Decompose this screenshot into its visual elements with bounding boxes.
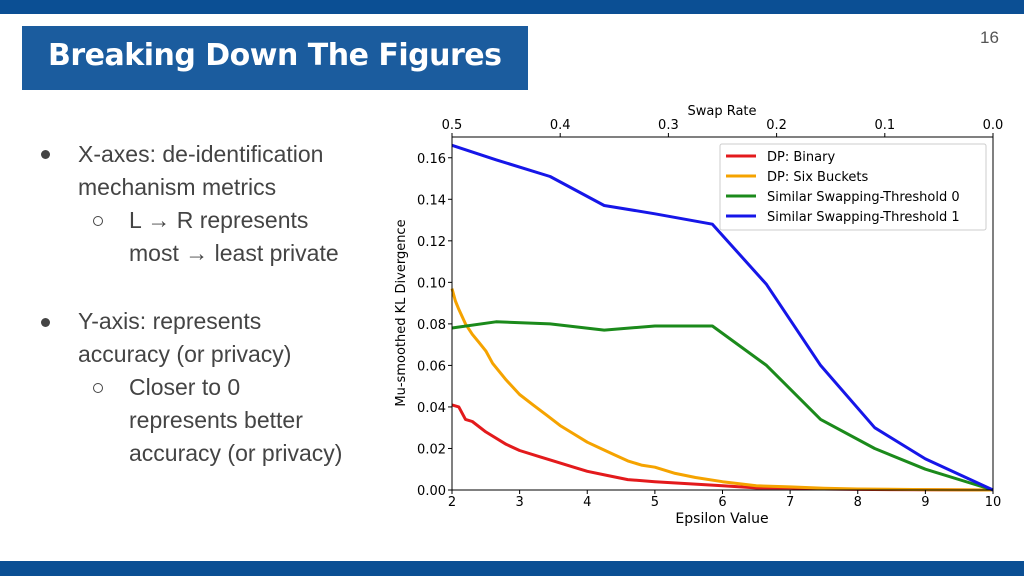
top-accent-bar — [0, 0, 1024, 14]
legend-box — [719, 143, 987, 231]
y-tick-label: 0.08 — [417, 318, 446, 333]
bullet-dot-icon — [41, 318, 50, 327]
y-tick-label: 0.06 — [417, 359, 446, 374]
sub-bullet-2-line-1: Closer to 0 — [129, 374, 241, 400]
series-line-3 — [451, 320, 994, 492]
sub-bullet-1-line-2: most → least private — [129, 240, 339, 266]
x-tick-label: 8 — [854, 495, 862, 510]
bottom-accent-bar — [0, 561, 1024, 576]
top-tick-label: 0.2 — [766, 118, 787, 133]
slide-title: Breaking Down The Figures — [48, 38, 502, 73]
bullet-2-line-2: accuracy (or privacy) — [78, 341, 292, 367]
x-tick-label: 6 — [718, 495, 726, 510]
y-axis-label: Mu-smoothed KL Divergence — [394, 219, 409, 406]
sub-bullet-ring-icon — [93, 216, 103, 226]
x-tick-label: 9 — [921, 495, 929, 510]
bullet-1-line-1: X-axes: de-identification — [78, 141, 324, 167]
top-tick-label: 0.5 — [442, 118, 463, 133]
y-tick-label: 0.00 — [417, 484, 446, 499]
top-tick-label: 0.1 — [874, 118, 895, 133]
bullet-2-line-1: Y-axis: represents — [78, 308, 262, 334]
y-tick-label: 0.16 — [417, 152, 446, 167]
legend-label: DP: Six Buckets — [767, 170, 869, 185]
y-tick-label: 0.14 — [417, 193, 446, 208]
page-number: 16 — [980, 28, 999, 47]
title-banner: Breaking Down The Figures — [22, 26, 528, 90]
top-tick-label: 0.4 — [550, 118, 571, 133]
top-tick-label: 0.3 — [658, 118, 679, 133]
legend-label: Similar Swapping-Threshold 0 — [767, 190, 960, 205]
x-axis-label: Epsilon Value — [675, 511, 768, 527]
x-tick-label: 2 — [448, 495, 456, 510]
x-tick-label: 4 — [583, 495, 591, 510]
legend-label: DP: Binary — [767, 150, 835, 165]
x-tick-label: 5 — [651, 495, 659, 510]
y-tick-label: 0.02 — [417, 442, 446, 457]
sub-bullet-ring-icon — [93, 383, 103, 393]
top-axis-label: Swap Rate — [687, 104, 756, 119]
sub-bullet-2-line-2: represents better — [129, 407, 303, 433]
y-tick-label: 0.12 — [417, 235, 446, 250]
legend-label: Similar Swapping-Threshold 1 — [767, 210, 960, 225]
top-tick-label: 0.0 — [983, 118, 1004, 133]
y-tick-label: 0.04 — [417, 401, 446, 416]
y-tick-label: 0.10 — [417, 276, 446, 291]
axes: 2 3 4 5 6 7 8 9 10 0.00 0.02 0.04 0.06 0.08 0.10 0.12 0.… — [417, 118, 1003, 510]
bullet-1-line-2: mechanism metrics — [78, 174, 277, 200]
x-tick-label: 3 — [515, 495, 523, 510]
legend: DP: Binary DP: Six Buckets Similar Swappin… — [719, 143, 987, 231]
x-tick-label: 10 — [985, 495, 1002, 510]
series-line-2 — [450, 288, 994, 492]
sub-bullet-2-line-3: accuracy (or privacy) — [129, 440, 343, 466]
x-tick-label: 7 — [786, 495, 794, 510]
sub-bullet-1-line-1: L → R represents — [129, 207, 309, 233]
series-lines — [450, 143, 994, 492]
series-line-1 — [451, 403, 994, 492]
series-line-4 — [451, 143, 994, 492]
bullet-dot-icon — [41, 150, 50, 159]
